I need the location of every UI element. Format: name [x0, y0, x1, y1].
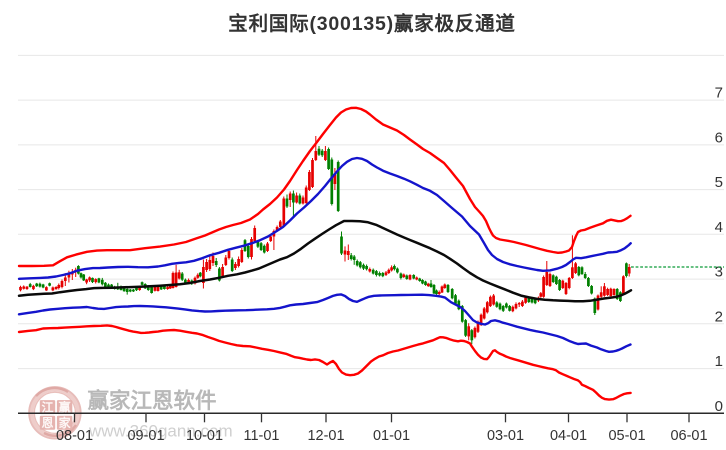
svg-text:4: 4 — [715, 219, 723, 236]
svg-text:赢: 赢 — [59, 399, 71, 414]
svg-text:6: 6 — [715, 129, 723, 146]
svg-text:08-01: 08-01 — [56, 428, 93, 444]
svg-text:7: 7 — [715, 85, 723, 102]
svg-text:3: 3 — [715, 264, 723, 281]
svg-text:江: 江 — [41, 399, 53, 414]
svg-text:宝利国际(300135)赢家极反通道: 宝利国际(300135)赢家极反通道 — [228, 12, 515, 35]
svg-text:0: 0 — [715, 398, 723, 415]
svg-text:06-01: 06-01 — [670, 428, 707, 444]
svg-text:11-01: 11-01 — [243, 428, 279, 444]
svg-text:12-01: 12-01 — [307, 428, 344, 444]
svg-text:赢家江恩软件: 赢家江恩软件 — [88, 388, 217, 413]
svg-text:1: 1 — [715, 353, 723, 370]
svg-text:5: 5 — [715, 174, 723, 191]
svg-text:04-01: 04-01 — [550, 428, 587, 444]
svg-text:2: 2 — [715, 308, 723, 325]
svg-text:01-01: 01-01 — [373, 428, 410, 444]
svg-text:05-01: 05-01 — [608, 428, 645, 444]
svg-text:家: 家 — [59, 415, 72, 430]
svg-text:10-01: 10-01 — [186, 428, 223, 444]
svg-text:09-01: 09-01 — [127, 428, 164, 444]
svg-text:03-01: 03-01 — [487, 428, 524, 444]
svg-text:恩: 恩 — [41, 415, 53, 430]
svg-text:www.360gann.com: www.360gann.com — [88, 422, 233, 441]
